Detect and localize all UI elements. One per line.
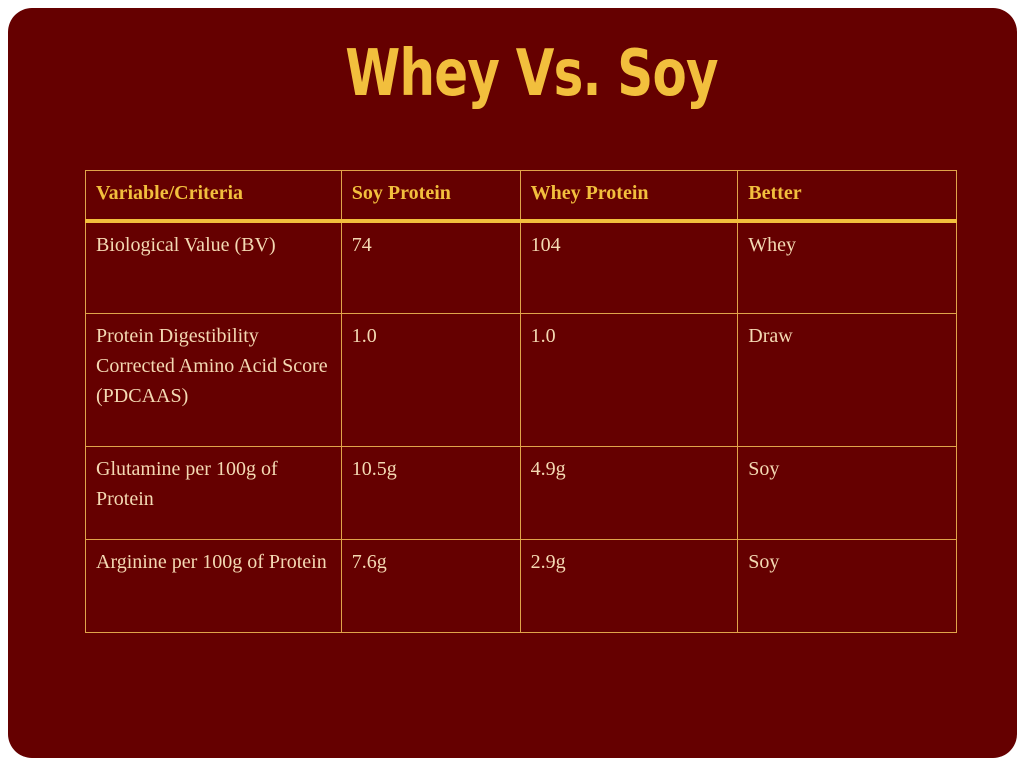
better-cell: Whey — [737, 220, 957, 314]
header-row: Variable/Criteria Soy Protein Whey Prote… — [85, 170, 957, 223]
criteria-cell: Glutamine per 100g of Protein — [85, 446, 342, 540]
table-row: Biological Value (BV) 74 104 Whey — [85, 220, 957, 314]
soy-value-cell: 74 — [340, 220, 521, 314]
soy-value-cell: 7.6g — [340, 539, 521, 633]
whey-value-cell: 2.9g — [519, 539, 739, 633]
header-whey-protein: Whey Protein — [519, 170, 739, 223]
criteria-cell: Biological Value (BV) — [85, 220, 342, 314]
comparison-table: Variable/Criteria Soy Protein Whey Prote… — [85, 170, 957, 633]
whey-value-cell: 104 — [519, 220, 739, 314]
better-cell: Soy — [737, 446, 957, 540]
criteria-cell: Protein Digestibility Corrected Amino Ac… — [85, 313, 342, 447]
criteria-cell: Arginine per 100g of Protein — [85, 539, 342, 633]
table-row: Arginine per 100g of Protein 7.6g 2.9g S… — [85, 539, 957, 633]
header-variable-criteria: Variable/Criteria — [85, 170, 342, 223]
table-row: Glutamine per 100g of Protein 10.5g 4.9g… — [85, 446, 957, 540]
slide-title: Whey Vs. Soy — [345, 37, 718, 111]
soy-value-cell: 1.0 — [340, 313, 521, 447]
better-cell: Soy — [737, 539, 957, 633]
table-row: Protein Digestibility Corrected Amino Ac… — [85, 313, 957, 447]
header-soy-protein: Soy Protein — [340, 170, 521, 223]
soy-value-cell: 10.5g — [340, 446, 521, 540]
whey-value-cell: 4.9g — [519, 446, 739, 540]
whey-value-cell: 1.0 — [519, 313, 739, 447]
better-cell: Draw — [737, 313, 957, 447]
header-better: Better — [737, 170, 957, 223]
